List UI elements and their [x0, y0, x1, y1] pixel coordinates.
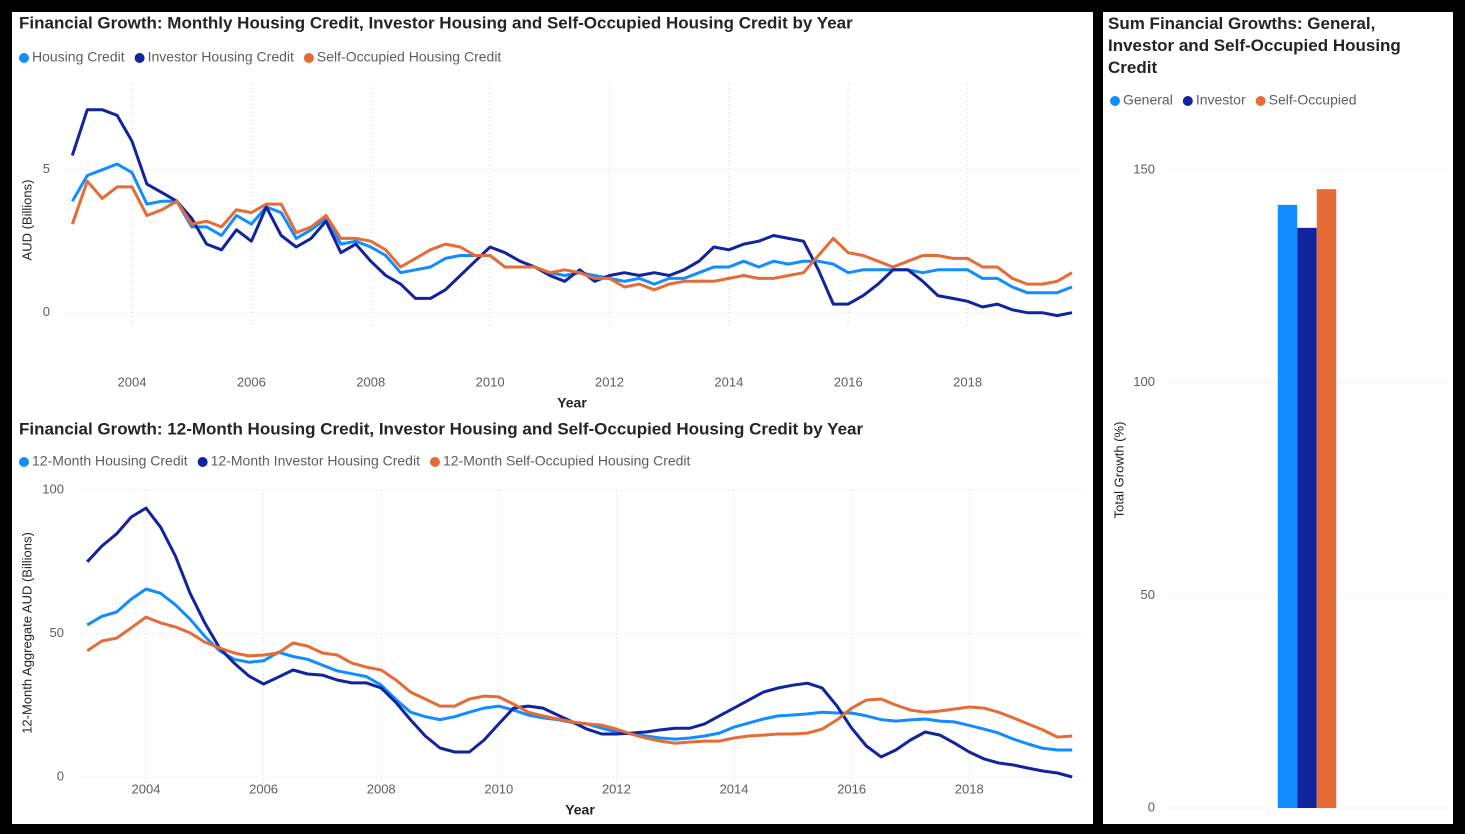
legend-marker [1110, 96, 1120, 106]
x-tick-label: 2004 [132, 781, 161, 796]
legend-label: Investor Housing Credit [148, 49, 294, 65]
y-tick-label: 0 [57, 768, 64, 783]
x-tick-label: 2006 [249, 781, 278, 796]
y-axis-title: AUD (Billions) [19, 180, 34, 261]
y-tick-label: 5 [43, 161, 50, 176]
x-tick-label: 2010 [476, 374, 505, 389]
x-tick-label: 2006 [237, 374, 266, 389]
x-tick-label: 2014 [720, 781, 749, 796]
legend-label: Housing Credit [32, 49, 125, 65]
legend-marker [1182, 96, 1193, 106]
series-line [86, 506, 1073, 779]
x-tick-label: 2018 [953, 374, 982, 389]
x-axis-title: Year [557, 395, 587, 411]
x-tick-label: 2010 [484, 781, 513, 796]
series-line [86, 615, 1073, 745]
title-box: Sum Financial Growths: General, Investor… [1108, 14, 1401, 77]
legend-label: Investor [1196, 92, 1246, 108]
x-tick-label: 2012 [595, 374, 624, 389]
x-axis-title: Year [565, 802, 595, 818]
x-tick-label: 2016 [837, 781, 866, 796]
y-tick-label: 50 [50, 625, 64, 640]
x-tick-label: 2004 [118, 374, 147, 389]
y-axis-title: Total Growth (%) [1111, 422, 1126, 519]
y-tick-label: 50 [1141, 587, 1155, 602]
legend-marker [134, 53, 145, 63]
bar [1297, 227, 1317, 808]
legend-label: 12-Month Investor Housing Credit [211, 453, 420, 469]
chart-title: Sum Financial Growths: General, Investor… [1108, 14, 1401, 77]
series-line [70, 108, 1073, 318]
legend-marker [197, 457, 208, 467]
y-tick-label: 100 [42, 481, 64, 496]
x-tick-label: 2008 [356, 374, 385, 389]
left-panel [12, 12, 1093, 824]
y-tick-label: 100 [1133, 374, 1155, 389]
legend-marker [19, 457, 29, 467]
legend-label: Self-Occupied [1269, 92, 1357, 108]
y-tick-label: 0 [1148, 799, 1155, 814]
x-tick-label: 2016 [834, 374, 863, 389]
series-line [70, 179, 1073, 292]
legend-label: 12-Month Self-Occupied Housing Credit [443, 453, 691, 469]
chart-title: Financial Growth: Monthly Housing Credit… [19, 13, 853, 32]
y-axis-title: 12-Month Aggregate AUD (Billions) [19, 532, 34, 734]
legend-label: General [1123, 92, 1173, 108]
x-tick-label: 2014 [714, 374, 743, 389]
legend-label: Self-Occupied Housing Credit [317, 49, 502, 65]
legend-label: 12-Month Housing Credit [32, 453, 188, 469]
legend-marker [429, 457, 440, 467]
legend-marker [19, 53, 29, 63]
bar [1316, 189, 1337, 808]
x-tick-label: 2012 [602, 781, 631, 796]
y-tick-label: 150 [1133, 161, 1155, 176]
x-tick-label: 2008 [367, 781, 396, 796]
legend-marker [303, 53, 314, 63]
x-tick-label: 2018 [955, 781, 984, 796]
chart-title: Financial Growth: 12-Month Housing Credi… [19, 419, 863, 438]
legend-marker [1255, 96, 1266, 106]
bar [1277, 204, 1298, 809]
y-tick-label: 0 [43, 304, 50, 319]
